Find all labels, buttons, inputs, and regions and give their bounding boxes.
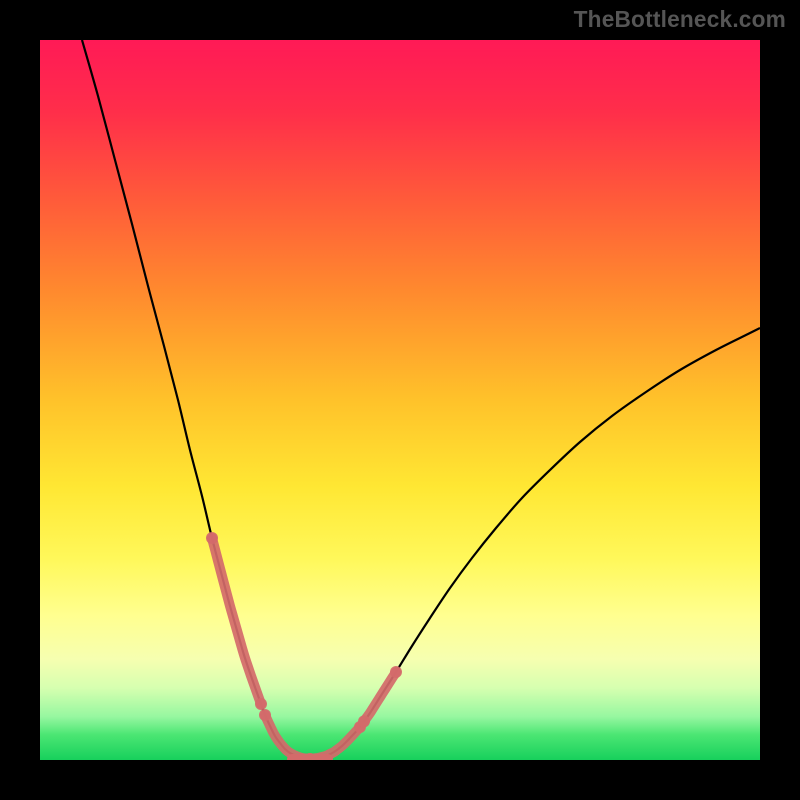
attribution-label: TheBottleneck.com: [574, 6, 786, 33]
highlight-dot: [358, 715, 370, 727]
plot-area: [40, 40, 760, 760]
chart-svg: [40, 40, 760, 760]
highlight-dot: [206, 532, 218, 544]
highlight-dot: [255, 698, 267, 710]
highlight-dot: [259, 709, 271, 721]
highlight-dot: [390, 666, 402, 678]
gradient-background: [40, 40, 760, 760]
